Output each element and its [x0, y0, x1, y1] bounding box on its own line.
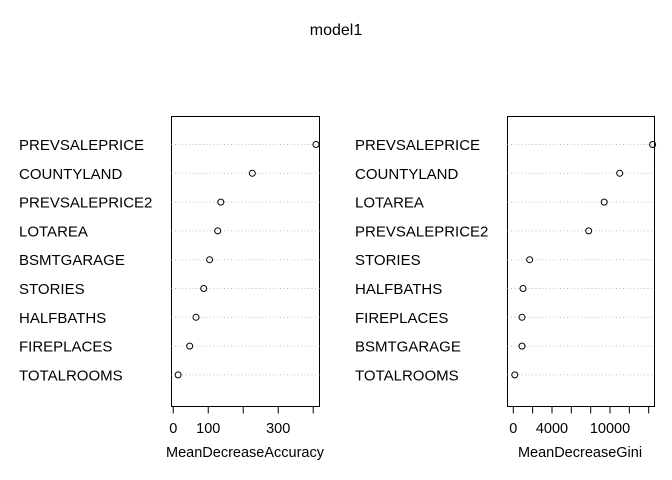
accuracy-x-tick-label: 300 — [266, 421, 290, 437]
gini-row-label: PREVSALEPRICE — [355, 137, 480, 154]
gini-plot-frame — [507, 116, 655, 407]
gini-data-point — [511, 371, 519, 379]
gini-data-point — [519, 285, 527, 292]
gini-row-label: BSMTGARAGE — [355, 339, 461, 356]
gini-data-point — [616, 169, 624, 177]
accuracy-data-point — [312, 141, 320, 148]
gini-row-label: COUNTYLAND — [355, 166, 459, 183]
accuracy-row-label: PREVSALEPRICE2 — [19, 195, 152, 212]
gini-row-label: LOTAREA — [355, 195, 424, 212]
accuracy-row-label: BSMTGARAGE — [19, 252, 125, 269]
accuracy-row-label: PREVSALEPRICE — [19, 137, 144, 154]
gini-row-label: PREVSALEPRICE2 — [355, 223, 488, 240]
gini-panel: PREVSALEPRICE COUNTYLAND LOTAREA PREVSALEPR… — [355, 116, 657, 461]
accuracy-panel: PREVSALEPRICE COUNTYLAND PREVSALEPRICE2 LOT… — [19, 116, 325, 461]
accuracy-data-point — [217, 198, 225, 206]
accuracy-x-tick-label: 100 — [196, 421, 220, 437]
gini-row-label: STORIES — [355, 252, 421, 269]
gini-data-point — [585, 227, 593, 235]
gini-data-point — [518, 313, 526, 321]
accuracy-row-label: HALFBATHS — [19, 310, 106, 327]
accuracy-row-label: COUNTYLAND — [19, 166, 123, 183]
gini-data-point — [600, 198, 608, 206]
gini-x-tick-label: 0 — [509, 421, 517, 437]
gini-x-axis-title: MeanDecreaseGini — [518, 445, 642, 461]
gini-x-tick-label: 4000 — [536, 421, 568, 437]
gini-row-label: FIREPLACES — [355, 310, 448, 327]
gini-row-label: TOTALROOMS — [355, 367, 459, 384]
accuracy-x-tick-label: 0 — [169, 421, 177, 437]
chart-title: model1 — [310, 22, 363, 39]
gini-x-tick-label: 10000 — [590, 421, 630, 437]
accuracy-plot-frame — [171, 116, 320, 407]
accuracy-row-label: STORIES — [19, 281, 85, 298]
accuracy-x-axis-title: MeanDecreaseAccuracy — [166, 445, 325, 461]
accuracy-data-point — [186, 342, 194, 350]
accuracy-data-point — [200, 285, 208, 292]
gini-data-point — [518, 342, 526, 350]
accuracy-data-point — [192, 313, 200, 321]
accuracy-data-point — [214, 227, 222, 235]
accuracy-row-label: LOTAREA — [19, 223, 88, 240]
gini-row-label: HALFBATHS — [355, 281, 442, 298]
accuracy-data-point — [206, 256, 214, 264]
accuracy-data-point — [174, 371, 182, 379]
accuracy-data-point — [248, 169, 256, 177]
gini-data-point — [526, 256, 534, 264]
accuracy-row-label: FIREPLACES — [19, 339, 112, 356]
accuracy-row-label: TOTALROOMS — [19, 367, 123, 384]
gini-data-point — [649, 141, 657, 148]
